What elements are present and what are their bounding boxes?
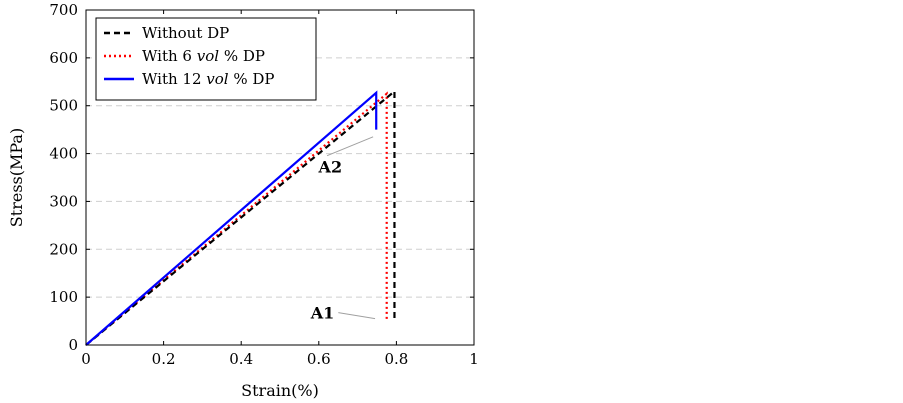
legend-text-italic: vol [206, 70, 229, 88]
legend-box [95, 17, 317, 101]
series-layer [85, 89, 396, 346]
y-axis-label: Stress(MPa) [7, 128, 26, 227]
y-tick-label: 0 [68, 336, 78, 354]
series-line-1 [85, 89, 396, 346]
annotation-leader [326, 136, 374, 157]
series-line-2 [85, 91, 388, 346]
legend-text-prefix: With 12 [142, 70, 206, 88]
y-tick-label: 400 [49, 145, 78, 163]
x-tick-label: 0.6 [307, 350, 331, 368]
legend-text-suffix: % DP [229, 70, 275, 88]
x-tick-label: 1 [469, 350, 479, 368]
y-tick-label: 100 [49, 288, 78, 306]
x-tick-label: 0.8 [384, 350, 408, 368]
legend-entry: Without DP [142, 24, 229, 42]
plot-frame [85, 9, 475, 346]
legend-entry: With 12 vol % DP [142, 70, 275, 88]
x-tick-label: 0 [81, 350, 91, 368]
legend-text-prefix: With 6 [142, 47, 197, 65]
annotation-label: A1 [310, 304, 335, 323]
series-line-3 [85, 90, 378, 346]
legend-entry: With 6 vol % DP [142, 47, 265, 65]
legend-text-suffix: % DP [219, 47, 265, 65]
y-tick-label: 600 [49, 49, 78, 67]
y-tick-label: 200 [49, 240, 78, 258]
annotation-label: A2 [318, 158, 343, 177]
legend-text-italic: vol [197, 47, 220, 65]
x-axis-label: Strain(%) [241, 381, 319, 400]
x-tick-label: 0.4 [229, 350, 253, 368]
y-tick-label: 300 [49, 192, 78, 210]
legend-text-prefix: Without DP [142, 24, 229, 42]
y-tick-label: 500 [49, 97, 78, 115]
annotation-leader [338, 312, 376, 320]
y-tick-label: 700 [49, 1, 78, 19]
axis-ticks: 0 100 200 300 400 500 600 700 0 0.2 0.4 0.6 0.8 1 [49, 1, 478, 368]
annotations: A2 A1 [310, 136, 376, 323]
x-tick-label: 0.2 [152, 350, 176, 368]
